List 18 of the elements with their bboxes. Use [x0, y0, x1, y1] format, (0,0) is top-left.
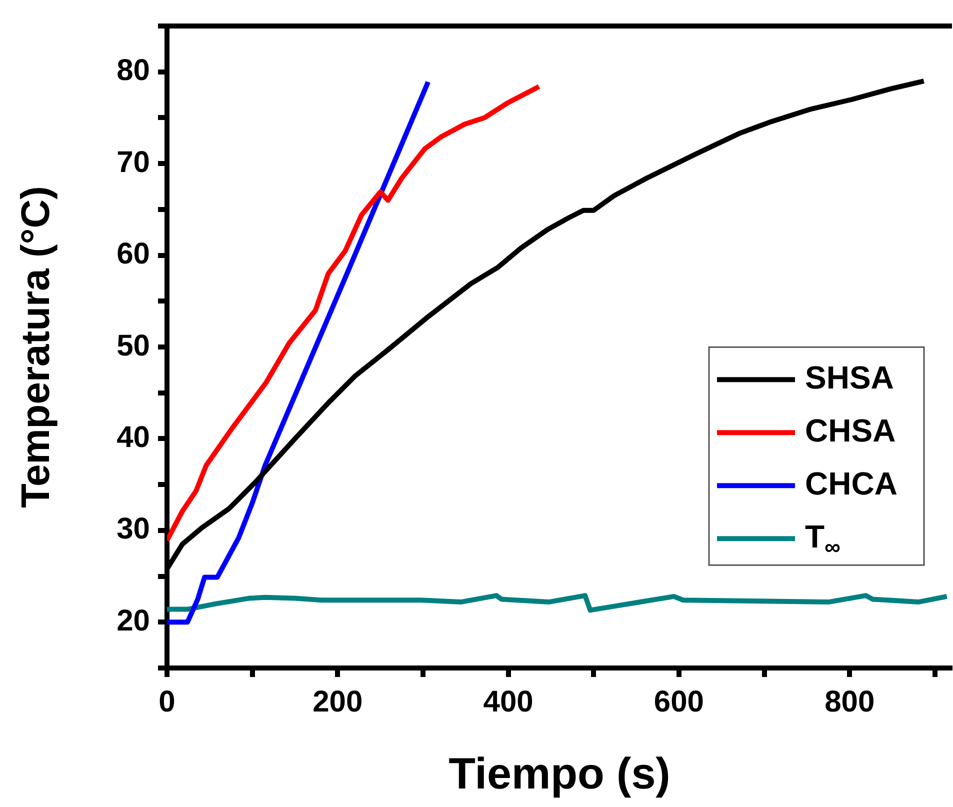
legend-label: CHSA [805, 412, 896, 448]
y-tick-label: 40 [116, 420, 150, 454]
x-axis-title: Tiempo (s) [448, 750, 670, 799]
x-tick-label: 200 [312, 685, 363, 718]
y-tick-label: 50 [116, 329, 150, 362]
y-tick-label: 80 [116, 54, 150, 88]
y-tick-label: 30 [116, 512, 150, 546]
y-axis-title: Temperatura (°C) [14, 186, 58, 508]
x-tick-label: 800 [824, 685, 875, 718]
y-tick-label: 20 [116, 604, 150, 638]
x-tick-label: 600 [654, 685, 704, 718]
legend-label: CHCA [805, 465, 898, 502]
x-tick-label: 400 [483, 685, 534, 718]
y-tick-label: 70 [116, 146, 150, 179]
legend-label: T∞ [805, 518, 841, 560]
y-tick-label: 60 [116, 238, 150, 271]
x-tick-label: 0 [158, 685, 176, 718]
legend-label: SHSA [805, 359, 894, 396]
